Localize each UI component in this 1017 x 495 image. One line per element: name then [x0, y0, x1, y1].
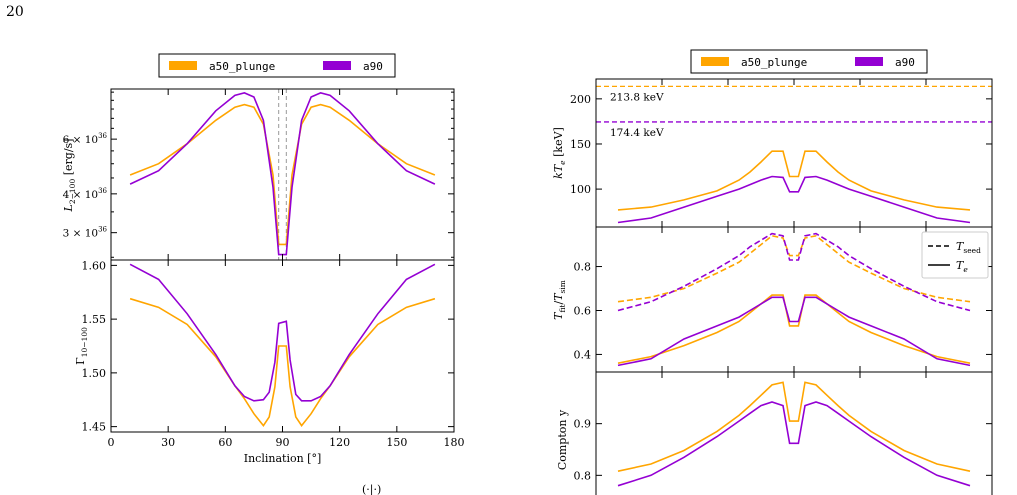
series-a50_plunge: [617, 381, 971, 472]
ytick-label: 1.50: [82, 367, 107, 380]
legend-label-a90: a90: [363, 60, 383, 73]
x-axis-label: Inclination [°]: [244, 452, 322, 465]
ytick-label: 150: [570, 138, 591, 151]
y-label-kte: kTe [keV]: [552, 127, 567, 179]
ytick-label: 1.55: [82, 313, 107, 326]
series-a90-t_seed: [617, 232, 971, 312]
ytick-label: 4 × 1036: [63, 187, 108, 201]
series-a50_plunge-t_seed: [617, 234, 971, 303]
xtick-label: 30: [161, 436, 175, 449]
xtick-label: 150: [386, 436, 407, 449]
panel-compton-y: 0.8 0.9: [574, 371, 993, 495]
y-label-tratio: Tfit/Tsim: [552, 280, 567, 320]
page-number: 20: [6, 4, 24, 20]
legend-swatch-a50-plunge: [701, 57, 729, 66]
hline-label: 174.4 keV: [610, 127, 664, 139]
legend-swatch-a50-plunge: [169, 61, 197, 70]
ytick-label: 0.8: [574, 261, 592, 274]
panel-gamma: 1.45 1.50 1.55 1.60 0 30 60 90 120 150 180 Inclinat…: [82, 259, 465, 465]
style-legend-box: [921, 231, 989, 279]
xtick-label: 90: [276, 436, 290, 449]
legend-label-a50-plunge: a50_plunge: [741, 56, 807, 69]
xtick-label: 180: [444, 436, 465, 449]
legend-box: [690, 49, 928, 74]
series-a50_plunge-t_e: [617, 294, 971, 364]
y-label-luminosity: L2−100 [erg/s]: [62, 139, 77, 213]
series-a50_plunge: [129, 103, 436, 246]
style-legend-te: Te: [956, 259, 968, 274]
panel-luminosity: 3 × 1036 4 × 1036 6 × 1036: [63, 88, 455, 261]
legend-label-a50-plunge: a50_plunge: [209, 60, 275, 73]
axes-frame: [595, 371, 993, 495]
hline-label: 213.8 keV: [610, 91, 664, 103]
xtick-label: 0: [108, 436, 115, 449]
series-a90-t_e: [617, 296, 971, 367]
ytick-label: 0.6: [574, 304, 592, 317]
ytick-label: 0.4: [574, 348, 592, 361]
ytick-label: 0.8: [574, 469, 592, 482]
series-a90: [129, 92, 436, 256]
ytick-label: 3 × 1036: [63, 226, 108, 240]
ytick-label: 200: [570, 93, 591, 106]
ytick-label: 100: [570, 183, 591, 196]
y-label-compton-y: Compton y: [556, 409, 569, 470]
ytick-label: 1.45: [82, 421, 107, 434]
legend-label-a90: a90: [895, 56, 915, 69]
series-a90: [617, 175, 971, 224]
series-a50_plunge: [617, 150, 971, 211]
ytick-label: 1.60: [82, 259, 107, 272]
axes-frame: [110, 88, 455, 261]
ytick-label: 0.9: [574, 418, 592, 431]
xtick-label: 60: [218, 436, 232, 449]
y-label-gamma: Γ10−100: [74, 327, 89, 365]
legend-box: [158, 53, 396, 78]
panel-kte: 213.8 keV 174.4 keV 100 150 200: [570, 78, 993, 228]
series-a50_plunge: [129, 297, 436, 427]
caption-fragment: (·|·): [362, 483, 381, 495]
legend-swatch-a90: [855, 57, 883, 66]
ytick-label: 6 × 1036: [63, 132, 108, 146]
series-a90: [129, 263, 436, 402]
series-a90: [617, 401, 971, 487]
legend-swatch-a90: [323, 61, 351, 70]
xtick-label: 120: [329, 436, 350, 449]
style-legend-tseed: Tseed: [956, 240, 981, 255]
